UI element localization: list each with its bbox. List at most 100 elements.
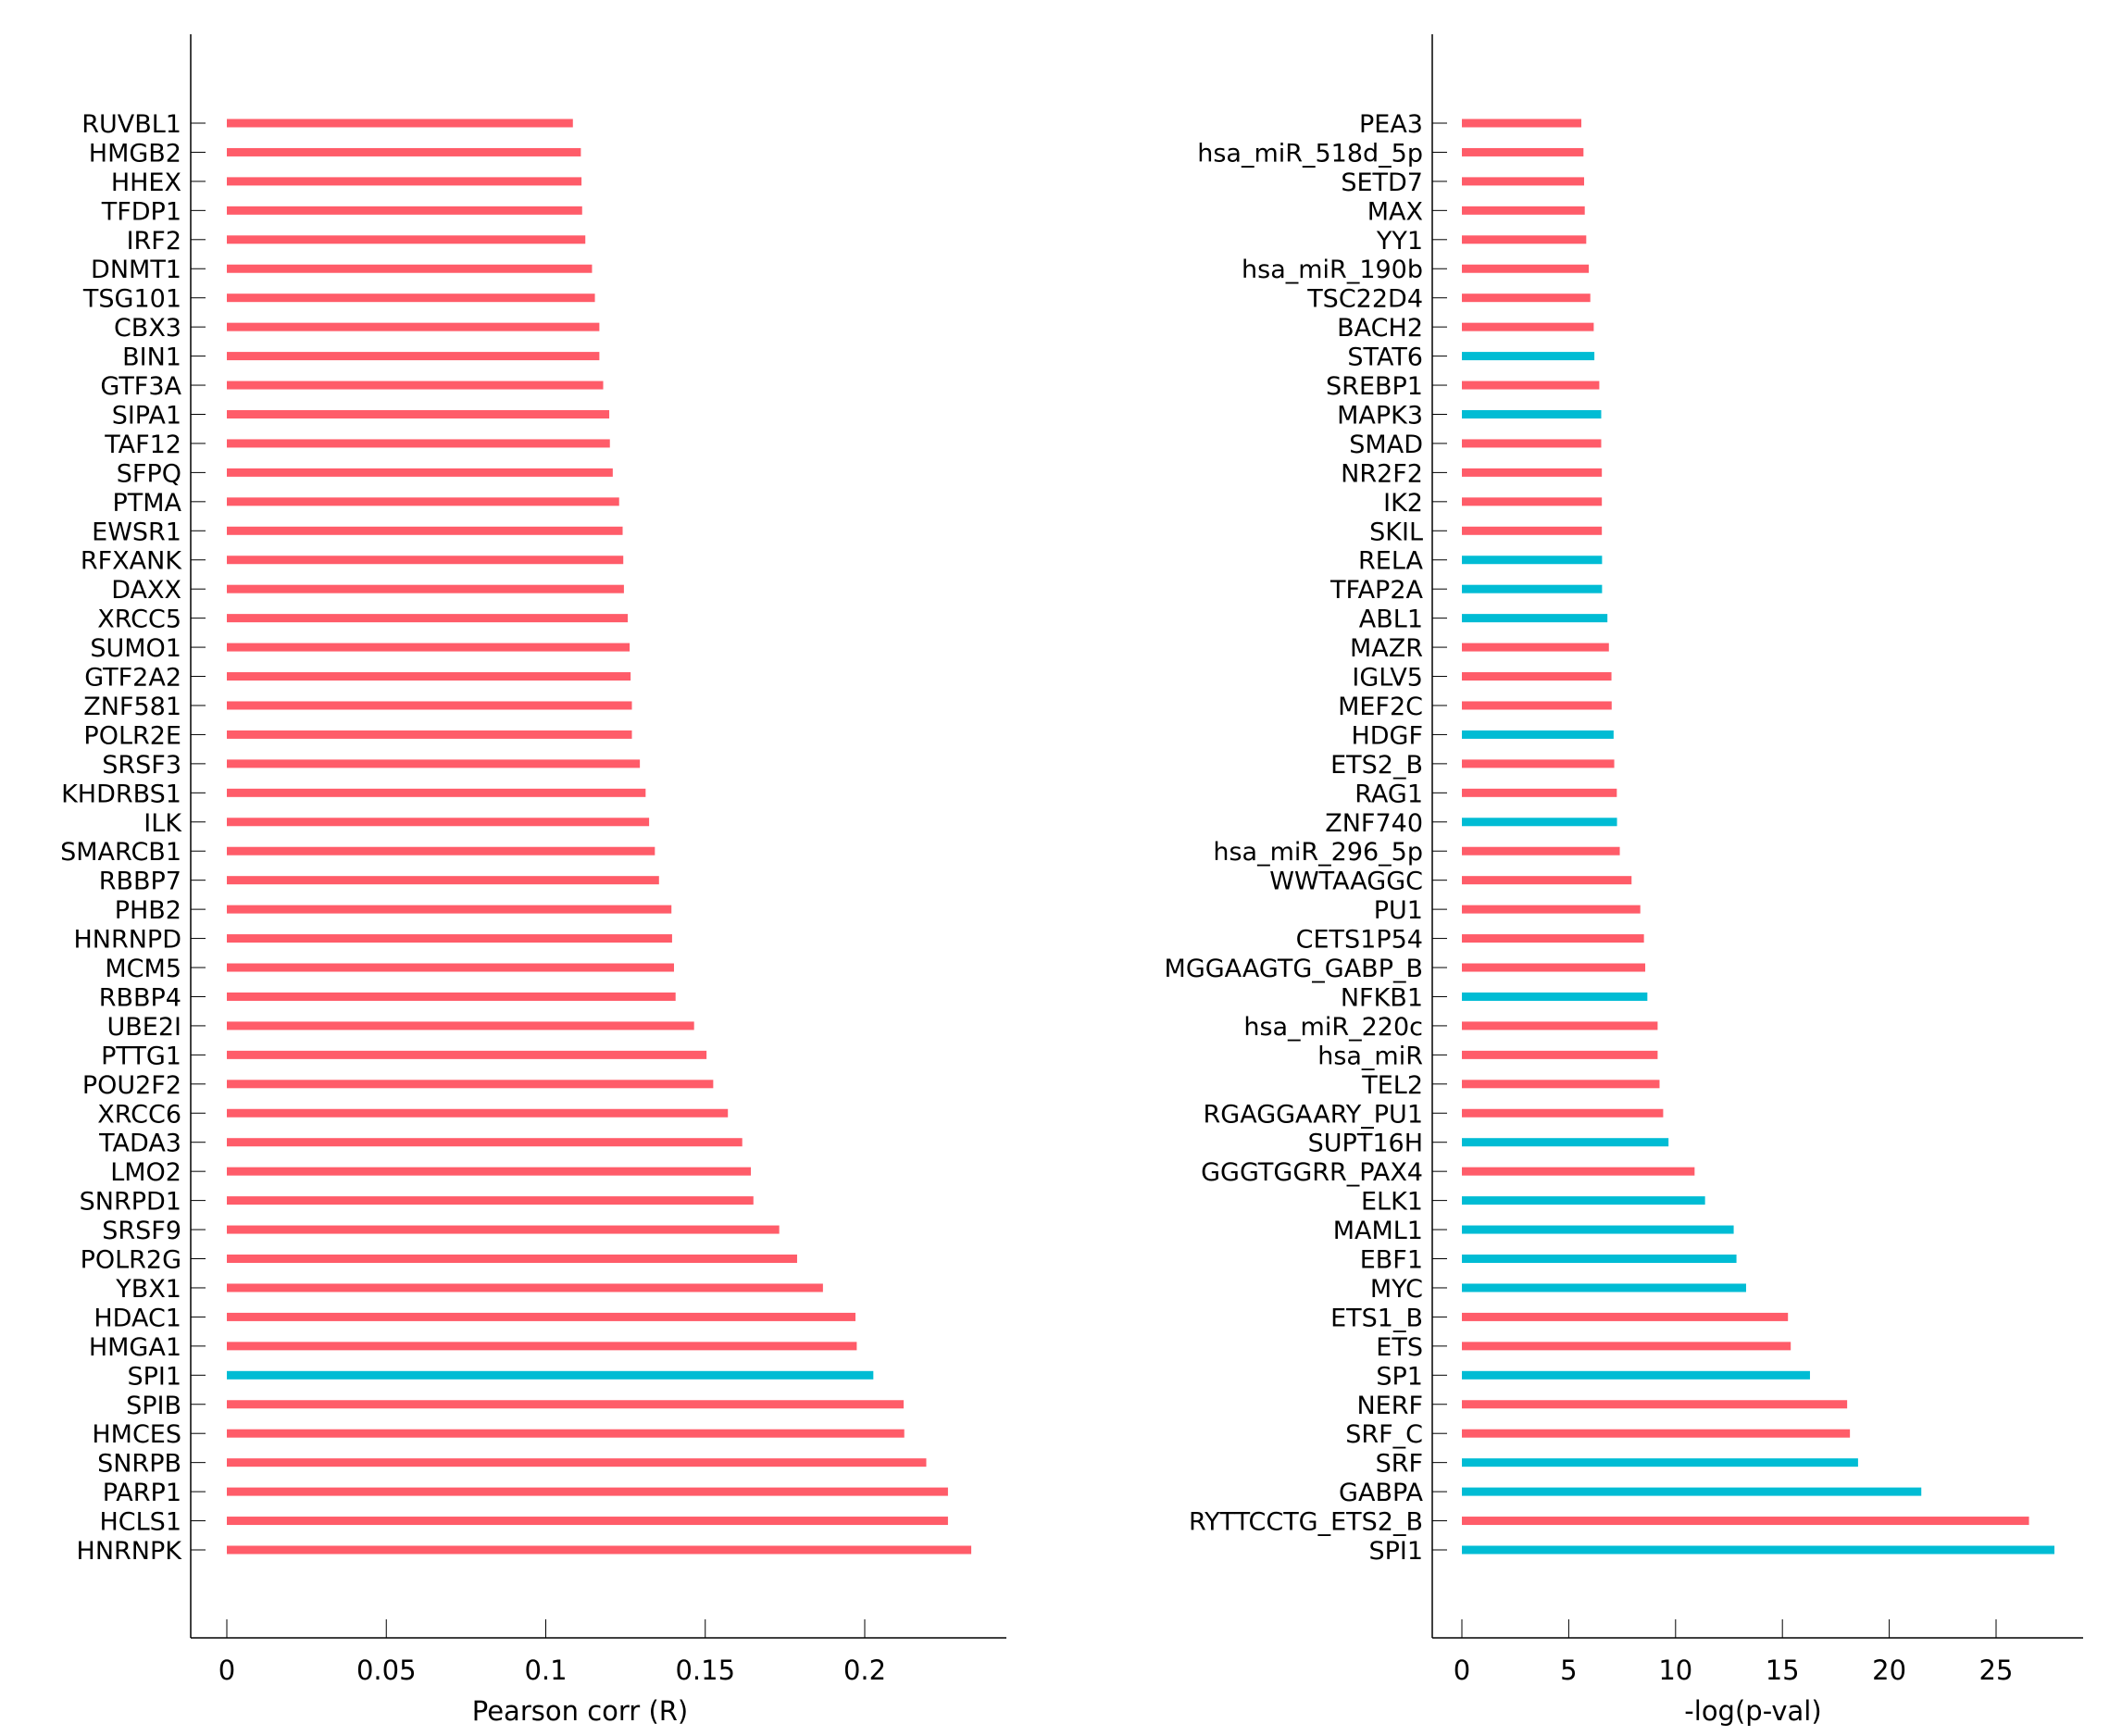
y-tick-label: MAX: [1367, 197, 1423, 226]
x-tick-label: 10: [1658, 1655, 1692, 1686]
y-tick-label: SP1: [1376, 1362, 1423, 1391]
y-tick-label: IGLV5: [1352, 664, 1423, 693]
bar-max: [1462, 206, 1585, 215]
y-tick-label: HDAC1: [94, 1304, 181, 1332]
y-tick-label: SPI1: [127, 1362, 181, 1391]
bar-phb2: [227, 905, 672, 914]
y-tick-label: STAT6: [1347, 343, 1423, 372]
y-tick-label: SMAD: [1349, 431, 1423, 459]
bar-rfxank: [227, 556, 624, 565]
y-tick-label: GABPA: [1339, 1479, 1423, 1507]
bar-hdac1: [227, 1312, 856, 1321]
y-tick-label: YY1: [1376, 227, 1423, 256]
y-tick-label: UBE2I: [107, 1013, 182, 1042]
bar-taf12: [227, 439, 610, 448]
y-tick-label: hsa_miR_518d_5p: [1197, 139, 1423, 168]
bar-ets1-b: [1462, 1312, 1789, 1321]
y-tick-label: SREBP1: [1326, 372, 1423, 401]
bar-znf581: [227, 701, 632, 710]
bar-xrcc6: [227, 1108, 729, 1118]
pvalue-bar-chart: 0 5 10 15 20 25 PEA3hsa_miR_518d_5pSETD7MAXYY1…: [1165, 34, 2083, 1686]
y-tick-label: SUPT16H: [1308, 1130, 1423, 1158]
bar-sipa1: [227, 409, 610, 418]
bar-lmo2: [227, 1167, 752, 1176]
bar-srf: [1462, 1458, 1858, 1467]
y-tick-label: MAPK3: [1337, 401, 1423, 430]
y-tick-label: PTTG1: [101, 1042, 181, 1070]
bar-mazr: [1462, 643, 1609, 652]
y-tick-label: PEA3: [1359, 110, 1423, 139]
bar-abl1: [1462, 614, 1608, 623]
y-tick-label: CETS1P54: [1296, 926, 1423, 955]
bar-spi1: [1462, 1545, 2055, 1555]
bar-stat6: [1462, 352, 1595, 361]
x-tick-label: 0: [1454, 1655, 1470, 1686]
bar-ube2i: [227, 1021, 694, 1030]
bar-ptma: [227, 497, 619, 506]
y-tick-label: SNRPD1: [80, 1188, 181, 1217]
y-tick-label: TFAP2A: [1329, 576, 1423, 605]
y-tick-label: GGGTGGRR_PAX4: [1201, 1158, 1423, 1187]
y-tick-label: LMO2: [110, 1158, 181, 1187]
y-tick-label: WWTAAGGC: [1269, 868, 1423, 896]
bar-wwtaaggc: [1462, 876, 1632, 885]
y-tick-label: EBF1: [1360, 1246, 1423, 1275]
bar-hsa-mir-220c: [1462, 1021, 1658, 1030]
bar-mapk3: [1462, 409, 1602, 418]
bar-bach2: [1462, 322, 1594, 331]
bar-dnmt1: [227, 264, 593, 273]
y-tick-label: IRF2: [127, 227, 181, 256]
x-tick-label: 0.1: [524, 1655, 567, 1686]
y-tick-label: PHB2: [115, 896, 181, 925]
bar-khdrbs1: [227, 788, 646, 797]
y-tick-label: DAXX: [111, 576, 181, 605]
bar-ilk: [227, 818, 650, 827]
bar-daxx: [227, 584, 624, 593]
bar-rag1: [1462, 788, 1617, 797]
bar-polr2e: [227, 730, 632, 739]
y-tick-label: NERF: [1356, 1392, 1423, 1420]
bar-tfap2a: [1462, 584, 1603, 593]
y-tick-label: SUMO1: [90, 634, 181, 663]
y-tick-label: HNRNPK: [77, 1537, 183, 1566]
y-tick-label: XRCC5: [97, 606, 181, 634]
y-tick-label: ETS: [1376, 1333, 1423, 1362]
bar-ybx1: [227, 1283, 823, 1293]
bar-iglv5: [1462, 672, 1612, 681]
bar-srebp1: [1462, 381, 1600, 390]
y-tick-label: PTMA: [112, 489, 181, 518]
y-tick-label: PU1: [1374, 896, 1423, 925]
y-tick-label: KHDRBS1: [61, 780, 181, 808]
bar-bin1: [227, 352, 600, 361]
y-tick-label: SRSF9: [102, 1217, 181, 1245]
bar-yy1: [1462, 235, 1587, 244]
x-tick-label: 0.15: [675, 1655, 735, 1686]
bar-maml1: [1462, 1225, 1734, 1234]
y-tick-label: HHEX: [111, 169, 181, 197]
y-tick-label: TSC22D4: [1306, 285, 1423, 314]
y-tick-label: SKIL: [1369, 518, 1423, 546]
bar-supt16h: [1462, 1138, 1669, 1147]
bar-rbbp4: [227, 992, 676, 1001]
y-tick-label: TFDP1: [101, 197, 181, 226]
x-tick-label: 5: [1560, 1655, 1577, 1686]
y-tick-label: ABL1: [1359, 606, 1423, 634]
bar-tsc22d4: [1462, 293, 1591, 303]
y-tick-label: HDGF: [1351, 721, 1423, 750]
y-tick-label: ZNF740: [1325, 809, 1423, 838]
y-tick-label: hsa_miR: [1317, 1042, 1423, 1070]
x-tick-label: 20: [1872, 1655, 1906, 1686]
bar-sfpq: [227, 468, 613, 477]
bar-hsa-mir-296-5p: [1462, 846, 1620, 856]
bar-znf740: [1462, 818, 1617, 827]
correlation-bar-chart: 0 0.05 0.1 0.15 0.2RUVBL1HMGB2HHEXTFDP1IRF2D…: [60, 34, 1006, 1686]
y-tick-label: TSG101: [82, 285, 181, 314]
bar-hnrnpk: [227, 1545, 972, 1555]
y-tick-label: ILK: [144, 809, 182, 838]
y-tick-label: BIN1: [122, 343, 181, 372]
bar-myc: [1462, 1283, 1746, 1293]
y-tick-label: YBX1: [115, 1275, 181, 1304]
bar-nfkb1: [1462, 992, 1648, 1001]
bar-hdgf: [1462, 730, 1614, 739]
bar-elk1: [1462, 1196, 1705, 1205]
